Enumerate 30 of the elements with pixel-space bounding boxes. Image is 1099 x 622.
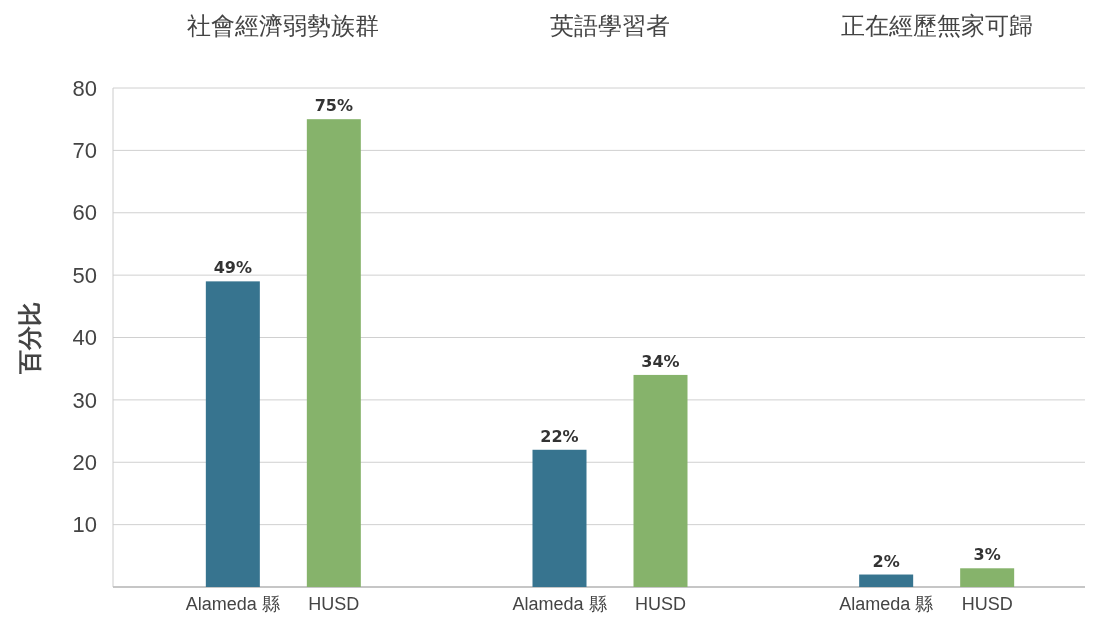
text: HUSD [961, 594, 1013, 614]
y-tick-label: 70 [72, 138, 97, 164]
y-tick-label: 50 [72, 262, 97, 288]
y-tick-label: 30 [72, 387, 97, 413]
bar [532, 449, 587, 587]
y-tick-label: 20 [72, 449, 97, 475]
y-tick-label: 60 [72, 200, 97, 226]
bar [960, 568, 1015, 587]
y-axis-title: 百分比 [16, 301, 43, 375]
data-label: 2% [872, 551, 900, 571]
x-tick-label: 英語學習者 [550, 12, 670, 39]
text: Alameda 縣 [839, 594, 934, 614]
bar [205, 281, 260, 587]
data-label: 22% [540, 426, 579, 446]
data-label: 75% [314, 96, 353, 116]
bar [633, 374, 688, 587]
series-label: Alameda 縣 [185, 594, 280, 614]
data-label: 3% [973, 545, 1001, 565]
text: HUSD [634, 594, 687, 614]
y-tick-label: 40 [72, 325, 97, 351]
data-label: 49% [213, 258, 252, 278]
bar [306, 119, 361, 587]
data-label: 34% [641, 351, 680, 371]
y-tick-label: 10 [72, 512, 97, 538]
text: Alameda 縣 [512, 594, 607, 614]
series-label: HUSD [308, 594, 360, 614]
y-tick-label: 80 [72, 75, 97, 101]
x-tick-label: 正在經歷無家可歸 [840, 12, 1033, 39]
bar [859, 574, 914, 587]
x-tick-label: 社會經濟弱勢族群 [187, 12, 380, 39]
